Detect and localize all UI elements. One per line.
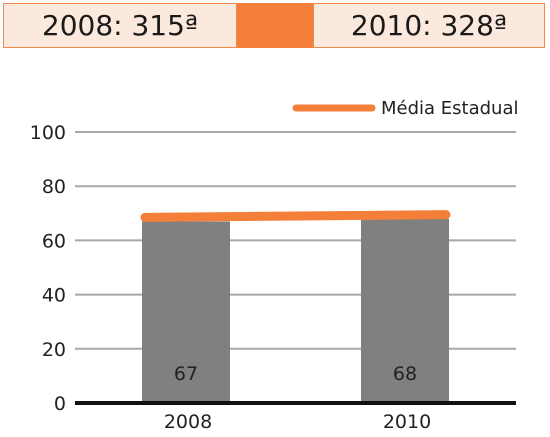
ranking-divider (237, 3, 313, 48)
y-tick-100: 100 (30, 122, 66, 144)
state-average-line-segment (140, 210, 451, 222)
y-tick-0: 0 (54, 393, 66, 415)
bars: 67 68 (142, 218, 449, 403)
gridlines (75, 131, 516, 350)
y-tick-80: 80 (42, 176, 66, 198)
x-tick-2008: 2008 (164, 411, 212, 433)
bar-label-2010: 68 (393, 363, 417, 385)
y-axis-ticks: 0 20 40 60 80 100 (30, 122, 66, 415)
legend: Média Estadual (292, 98, 519, 119)
ranking-bar: 2008: 315ª 2010: 328ª (3, 3, 545, 48)
y-tick-40: 40 (42, 285, 66, 307)
x-tick-2010: 2010 (383, 411, 431, 433)
legend-label: Média Estadual (381, 98, 519, 119)
bar-2010 (361, 218, 449, 403)
ranking-2008: 2008: 315ª (3, 3, 237, 48)
bar-2008 (142, 221, 230, 403)
y-tick-60: 60 (42, 230, 66, 252)
bar-label-2008: 67 (174, 363, 198, 385)
state-average-line (140, 210, 451, 222)
ranking-2010: 2010: 328ª (313, 3, 545, 48)
ranking-2010-text: 2010: 328ª (350, 9, 508, 42)
x-axis-ticks: 2008 2010 (75, 401, 516, 433)
y-tick-20: 20 (42, 339, 66, 361)
ranking-2008-text: 2008: 315ª (41, 9, 199, 42)
